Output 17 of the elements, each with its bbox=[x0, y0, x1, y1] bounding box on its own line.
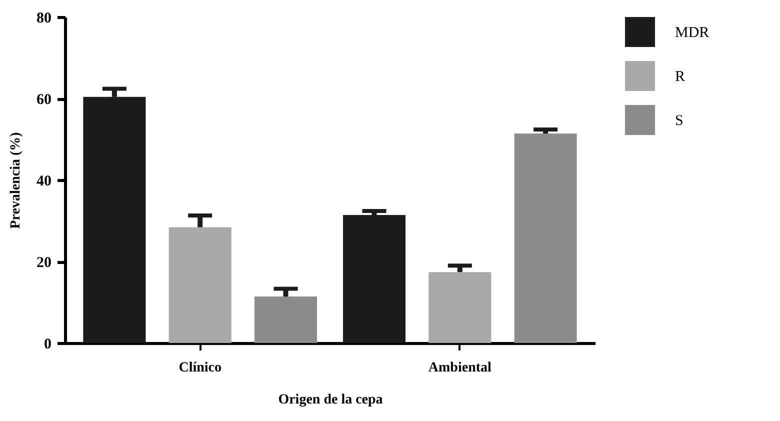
y-tick-label: 0 bbox=[44, 336, 52, 352]
legend-label: S bbox=[675, 113, 684, 129]
legend-label: MDR bbox=[675, 25, 710, 41]
bar bbox=[514, 134, 577, 343]
y-tick-label: 80 bbox=[36, 10, 52, 26]
bar bbox=[254, 296, 318, 343]
y-tick-label: 40 bbox=[36, 174, 52, 190]
bar bbox=[168, 227, 232, 343]
y-axis-title: Prevalencia (%) bbox=[8, 132, 24, 229]
y-tick-label: 20 bbox=[36, 255, 52, 271]
x-axis-title: Origen de la cepa bbox=[278, 392, 383, 408]
legend-label: R bbox=[675, 69, 686, 85]
x-tick-label: Ambiental bbox=[428, 360, 492, 376]
y-tick-label: 60 bbox=[36, 92, 52, 108]
x-tick-label: Clínico bbox=[178, 360, 222, 376]
bar bbox=[428, 272, 492, 343]
bar bbox=[342, 215, 406, 343]
